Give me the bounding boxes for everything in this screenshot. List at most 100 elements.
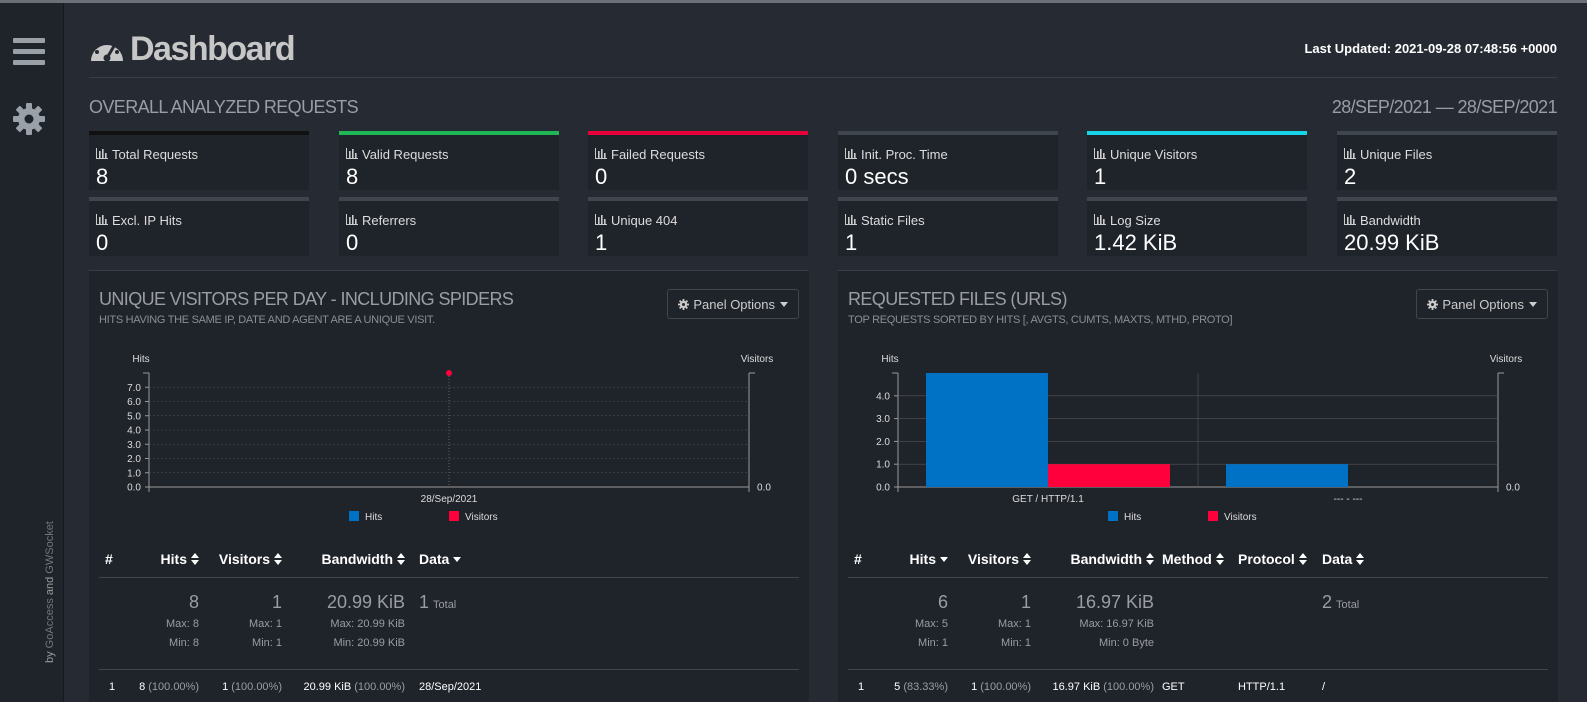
y-tick-label: 4.0 xyxy=(876,391,890,402)
sum-hits-min: Min: 1 xyxy=(918,637,948,649)
sum-bandwidth-max: Max: 20.99 KiB xyxy=(330,618,405,630)
bar-chart-icon xyxy=(1344,147,1360,162)
divider-left xyxy=(89,270,808,271)
table-row[interactable]: 1 8 (100.00%) 1 (100.00%) 20.99 KiB (100… xyxy=(99,671,799,702)
row-protocol: HTTP/1.1 xyxy=(1238,681,1286,693)
files-panel-options-button[interactable]: Panel Options xyxy=(1416,289,1548,319)
legend-swatch-visitors xyxy=(1208,511,1218,521)
legend-swatch-hits xyxy=(349,511,359,521)
metric-value: 1.42 KiB xyxy=(1094,230,1178,255)
files-panel: REQUESTED FILES (URLS) TOP REQUESTS SORT… xyxy=(838,271,1558,702)
visitors-panel-title: UNIQUE VISITORS PER DAY - INCLUDING SPID… xyxy=(99,289,514,309)
legend-label-visitors: Visitors xyxy=(1224,512,1257,523)
y-tick-label: 7.0 xyxy=(127,383,141,394)
col-bandwidth[interactable]: Bandwidth xyxy=(321,551,405,567)
sum-visitors-max: Max: 1 xyxy=(248,618,282,630)
sum-visitors-min: Min: 1 xyxy=(1001,637,1031,649)
row-method: GET xyxy=(1162,681,1185,693)
visitors-table-header: # Hits Visitors Bandwidth Data xyxy=(99,543,799,578)
col-visitors[interactable]: Visitors xyxy=(219,551,282,567)
metric-card-init-proc-time: Init. Proc. Time 0 secs xyxy=(838,131,1058,190)
files-table-header: # Hits Visitors Bandwidth Method Protoco… xyxy=(848,543,1548,578)
bar-chart-icon xyxy=(595,213,611,228)
legend-label-hits: Hits xyxy=(1124,512,1141,523)
visitors-chart-svg: Hits Visitors 0.0 1.0 2.0 3.0 4.0 5.0 6.0 7.0 0.0 2… xyxy=(127,354,773,523)
metric-label: Total Requests xyxy=(96,147,198,162)
sum-hits-max: Max: 8 xyxy=(165,618,199,630)
col-method[interactable]: Method xyxy=(1162,551,1224,567)
y2-tick-label: 0.0 xyxy=(1506,483,1520,494)
overall-section-header: OVERALL ANALYZED REQUESTS 28/SEP/2021 — … xyxy=(89,97,1558,118)
bar-chart-icon xyxy=(1094,147,1110,162)
metric-label: Unique Visitors xyxy=(1094,147,1197,162)
col-visitors[interactable]: Visitors xyxy=(968,551,1031,567)
last-updated: Last Updated: 2021-09-28 07:48:56 +0000 xyxy=(1304,41,1557,56)
metric-card-referrers: Referrers 0 xyxy=(339,197,559,256)
y-tick-label: 2.0 xyxy=(876,437,890,448)
settings-gear-icon[interactable] xyxy=(12,102,46,136)
sum-hits: 8 xyxy=(188,592,199,612)
metric-card-valid-requests: Valid Requests 8 xyxy=(339,131,559,190)
row-num: 1 xyxy=(109,681,116,693)
col-protocol[interactable]: Protocol xyxy=(1238,551,1307,567)
metric-value: 0 xyxy=(595,164,608,189)
row-visitors: 1 (100.00%) xyxy=(222,681,282,693)
metric-label: Failed Requests xyxy=(595,147,705,162)
y-tick-label: 4.0 xyxy=(127,426,141,437)
table-row[interactable]: 1 5 (83.33%) 1 (100.00%) 16.97 KiB (100.… xyxy=(848,671,1548,702)
sidebar: by GoAccess and GWSocket xyxy=(0,3,64,702)
col-hits[interactable]: Hits xyxy=(161,551,199,567)
goaccess-link[interactable]: GoAccess xyxy=(44,598,56,649)
sum-bandwidth: 20.99 KiB xyxy=(326,592,405,612)
y-tick-label: 1.0 xyxy=(127,468,141,479)
gwsocket-link[interactable]: GWSocket xyxy=(44,521,56,574)
files-chart: Hits Visitors 0.0 1.0 2.0 3.0 4.0 0.0 GET / HTTP… xyxy=(848,351,1548,531)
bar-chart-icon xyxy=(595,147,611,162)
row-num: 1 xyxy=(858,681,865,693)
sum-visitors-max: Max: 1 xyxy=(997,618,1031,630)
col-hits[interactable]: Hits xyxy=(910,551,948,567)
page-title: Dashboard xyxy=(89,30,296,69)
legend-swatch-hits xyxy=(1108,511,1118,521)
y-tick-label: 1.0 xyxy=(876,460,890,471)
visitors-panel-options-button[interactable]: Panel Options xyxy=(667,289,799,319)
hamburger-menu-icon[interactable] xyxy=(13,38,45,66)
metric-value: 2 xyxy=(1344,164,1357,189)
bar-chart-icon xyxy=(96,213,112,228)
metric-card-unique-files: Unique Files 2 xyxy=(1337,131,1557,190)
metric-value: 0 xyxy=(346,230,359,255)
dashboard-gauge-icon xyxy=(91,38,123,61)
col-data[interactable]: Data xyxy=(419,551,461,567)
files-panel-subtitle: TOP REQUESTS SORTED BY HITS [, AVGTS, CU… xyxy=(848,314,1233,326)
col-num: # xyxy=(854,551,862,567)
sum-hits-min: Min: 8 xyxy=(169,637,199,649)
row-hits: 8 (100.00%) xyxy=(139,681,199,693)
metric-label: Valid Requests xyxy=(346,147,448,162)
y2-axis-label: Visitors xyxy=(1490,354,1523,365)
legend-label-hits: Hits xyxy=(365,512,382,523)
bar-chart-icon xyxy=(346,213,362,228)
metric-card-excl-ip-hits: Excl. IP Hits 0 xyxy=(89,197,309,256)
metric-card-total-requests: Total Requests 8 xyxy=(89,131,309,190)
y-tick-label: 2.0 xyxy=(127,454,141,465)
visitors-summary: 8 Max: 8 Min: 8 1 Max: 1 Min: 1 20.99 Ki… xyxy=(99,578,799,670)
y2-tick-label: 0.0 xyxy=(757,483,771,494)
col-bandwidth[interactable]: Bandwidth xyxy=(1070,551,1154,567)
x-tick-label: GET / HTTP/1.1 xyxy=(1012,494,1084,505)
sum-bandwidth: 16.97 KiB xyxy=(1075,592,1154,612)
bar-chart-icon xyxy=(1094,213,1110,228)
y-tick-label: 0.0 xyxy=(876,483,890,494)
legend-swatch-visitors xyxy=(449,511,459,521)
col-data[interactable]: Data xyxy=(1322,551,1364,567)
sum-visitors: 1 xyxy=(1020,592,1031,612)
row-visitors: 1 (100.00%) xyxy=(971,681,1031,693)
metric-value: 20.99 KiB xyxy=(1344,230,1440,255)
metric-value: 1 xyxy=(595,230,608,255)
metric-card-bandwidth: Bandwidth 20.99 KiB xyxy=(1337,197,1557,256)
y-tick-label: 3.0 xyxy=(127,440,141,451)
metric-value: 1 xyxy=(1094,164,1107,189)
x-tick-label: 28/Sep/2021 xyxy=(421,494,478,505)
sum-visitors-min: Min: 1 xyxy=(252,637,282,649)
metric-label: Static Files xyxy=(845,213,925,228)
sum-hits-max: Max: 5 xyxy=(914,618,948,630)
